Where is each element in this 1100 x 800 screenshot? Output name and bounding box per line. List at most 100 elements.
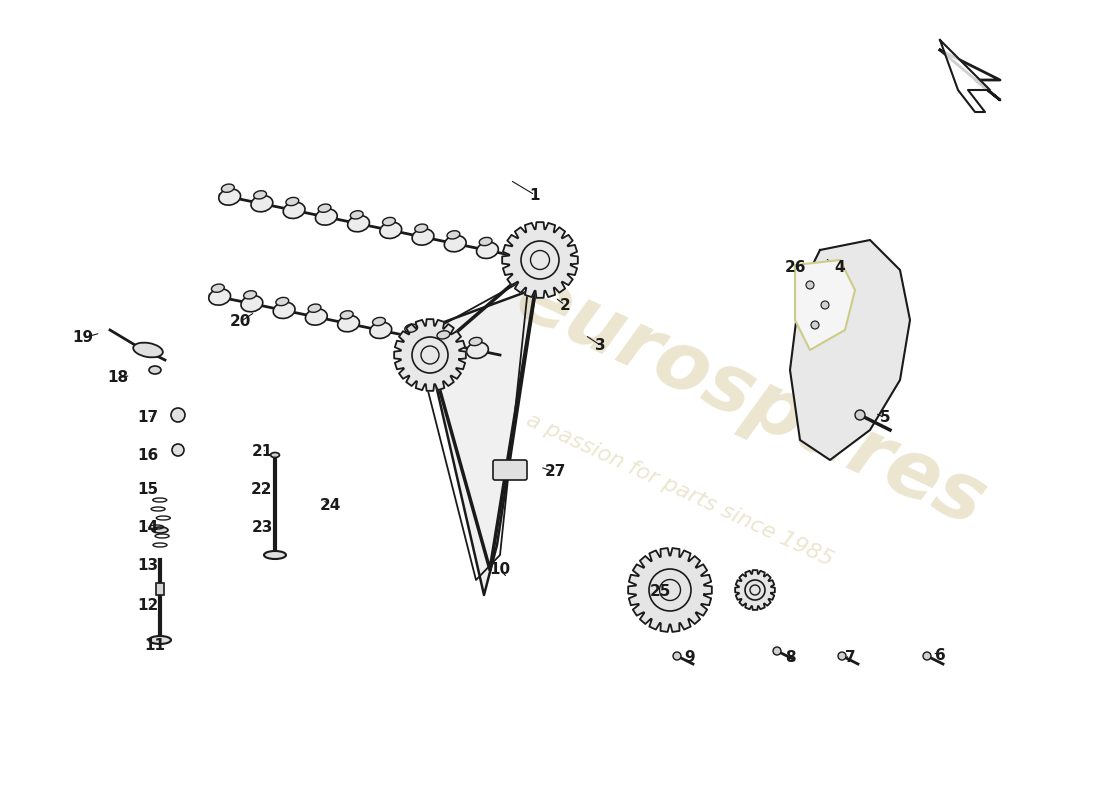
Polygon shape: [628, 548, 712, 632]
Circle shape: [855, 410, 865, 420]
Ellipse shape: [264, 551, 286, 559]
Ellipse shape: [379, 222, 401, 238]
Circle shape: [530, 250, 550, 270]
Circle shape: [773, 647, 781, 655]
Ellipse shape: [340, 310, 353, 319]
Ellipse shape: [412, 229, 433, 245]
Ellipse shape: [476, 242, 498, 258]
Ellipse shape: [383, 218, 395, 226]
Polygon shape: [940, 40, 990, 112]
Circle shape: [811, 321, 819, 329]
Circle shape: [170, 408, 185, 422]
Polygon shape: [940, 50, 1000, 100]
Text: 16: 16: [138, 447, 158, 462]
Text: 7: 7: [845, 650, 856, 666]
Text: 11: 11: [144, 638, 165, 653]
Ellipse shape: [470, 338, 482, 346]
Text: 2: 2: [560, 298, 571, 313]
Text: 15: 15: [138, 482, 158, 498]
Ellipse shape: [283, 202, 305, 218]
Ellipse shape: [209, 289, 231, 305]
Ellipse shape: [348, 215, 370, 232]
Ellipse shape: [221, 184, 234, 192]
Polygon shape: [436, 230, 544, 595]
Circle shape: [838, 652, 846, 660]
Text: 3: 3: [595, 338, 605, 353]
Polygon shape: [790, 240, 910, 460]
FancyBboxPatch shape: [156, 582, 164, 595]
Ellipse shape: [133, 342, 163, 358]
Text: 18: 18: [108, 370, 129, 386]
Text: 20: 20: [229, 314, 251, 330]
Ellipse shape: [254, 190, 266, 199]
Text: 4: 4: [835, 261, 845, 275]
Text: 24: 24: [319, 498, 341, 513]
Text: 5: 5: [880, 410, 890, 426]
Ellipse shape: [318, 204, 331, 212]
Circle shape: [923, 652, 931, 660]
Text: 8: 8: [784, 650, 795, 665]
Text: 14: 14: [138, 519, 158, 534]
Text: 6: 6: [935, 647, 945, 662]
Ellipse shape: [434, 335, 456, 352]
Circle shape: [649, 569, 691, 611]
Ellipse shape: [466, 342, 488, 358]
Text: 13: 13: [138, 558, 158, 573]
Ellipse shape: [251, 195, 273, 212]
Ellipse shape: [243, 290, 256, 299]
Ellipse shape: [152, 527, 168, 533]
Text: eurospares: eurospares: [503, 257, 997, 543]
Ellipse shape: [219, 189, 241, 205]
Text: 26: 26: [784, 261, 805, 275]
Ellipse shape: [437, 330, 450, 339]
Circle shape: [745, 580, 764, 600]
Text: 21: 21: [252, 445, 273, 459]
Ellipse shape: [338, 315, 360, 332]
Ellipse shape: [444, 235, 466, 252]
Text: 19: 19: [73, 330, 94, 346]
Ellipse shape: [403, 329, 424, 345]
Polygon shape: [503, 222, 578, 298]
Text: 23: 23: [251, 521, 273, 535]
Ellipse shape: [148, 636, 170, 644]
Text: 9: 9: [684, 650, 695, 665]
Circle shape: [521, 241, 559, 279]
Circle shape: [806, 281, 814, 289]
Text: 1: 1: [530, 187, 540, 202]
Polygon shape: [795, 260, 855, 350]
Ellipse shape: [415, 224, 428, 232]
Ellipse shape: [276, 298, 288, 306]
Ellipse shape: [370, 322, 392, 338]
Polygon shape: [394, 319, 465, 391]
Circle shape: [660, 579, 681, 601]
Circle shape: [673, 652, 681, 660]
Ellipse shape: [211, 284, 224, 292]
Circle shape: [172, 444, 184, 456]
Polygon shape: [735, 570, 774, 610]
Text: 12: 12: [138, 598, 158, 613]
Ellipse shape: [316, 209, 338, 225]
Text: 17: 17: [138, 410, 158, 426]
Text: a passion for parts since 1985: a passion for parts since 1985: [524, 410, 837, 570]
Ellipse shape: [286, 198, 299, 206]
Ellipse shape: [480, 238, 492, 246]
Ellipse shape: [241, 295, 263, 312]
Text: 22: 22: [251, 482, 273, 498]
Text: 25: 25: [649, 585, 671, 599]
FancyBboxPatch shape: [493, 460, 527, 480]
Circle shape: [750, 585, 760, 595]
Ellipse shape: [350, 210, 363, 219]
Ellipse shape: [447, 230, 460, 239]
Ellipse shape: [273, 302, 295, 318]
Ellipse shape: [308, 304, 321, 312]
Circle shape: [412, 337, 448, 373]
Ellipse shape: [405, 324, 418, 332]
Circle shape: [421, 346, 439, 364]
Ellipse shape: [306, 309, 327, 325]
Text: 27: 27: [544, 465, 565, 479]
Ellipse shape: [148, 366, 161, 374]
Ellipse shape: [373, 318, 385, 326]
Text: 10: 10: [490, 562, 510, 578]
Ellipse shape: [271, 453, 279, 458]
Circle shape: [821, 301, 829, 309]
